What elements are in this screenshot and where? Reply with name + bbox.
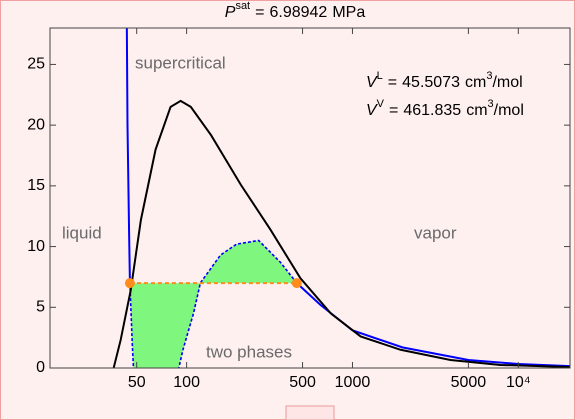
curve	[112, 99, 570, 368]
two-phase-area	[129, 240, 297, 368]
label-part: V	[377, 98, 385, 110]
label-part: 3	[488, 98, 494, 110]
label-part: MPa	[332, 4, 365, 21]
label-part: 3	[486, 70, 492, 82]
overlay: 0 5 10 15 20 25 50 100 500 1000 5000 10⁴ supercritic…	[27, 0, 571, 391]
label-part: V	[366, 102, 378, 119]
annotation: VV = 461.835 cm3/mol	[366, 98, 524, 119]
label-part: cm	[466, 102, 487, 119]
label-part: 461.835	[403, 102, 461, 119]
saturation-point	[124, 278, 135, 289]
label-part: L	[377, 70, 383, 82]
y-tick-label: 20	[27, 116, 45, 133]
y-tick-label: 10	[27, 238, 45, 255]
region-label: two phases	[206, 342, 292, 361]
label-part: /mol	[494, 102, 524, 119]
region-label: vapor	[414, 223, 457, 242]
label-part: cm	[465, 74, 486, 91]
plot-area	[112, 28, 570, 368]
y-tick-label: 25	[27, 56, 45, 73]
x-tick-label: 100	[173, 374, 200, 391]
label-part: sat	[235, 0, 250, 12]
label-part: V	[366, 74, 378, 91]
label-part: =	[255, 4, 264, 21]
y-tick-label: 0	[36, 359, 45, 376]
x-tick-label: 5000	[451, 374, 487, 391]
label-part: /mol	[492, 74, 522, 91]
saturation-point	[291, 278, 302, 289]
x-tick-label: 500	[289, 374, 316, 391]
x-tick-label: 50	[128, 374, 146, 391]
frame	[49, 27, 571, 369]
label-part: P	[225, 4, 236, 21]
annotation: VL = 45.5073 cm3/mol	[366, 70, 523, 91]
label-part: =	[388, 74, 397, 91]
region-label: supercritical	[135, 53, 226, 72]
x-tick-label: 1000	[335, 374, 371, 391]
region-label: liquid	[62, 223, 102, 242]
label-part: 45.5073	[402, 74, 460, 91]
label-part: =	[389, 102, 398, 119]
control-tab[interactable]	[285, 405, 335, 420]
label-part: 6.98942	[269, 4, 327, 21]
x-tick-label: 10⁴	[506, 374, 531, 391]
y-tick-label: 5	[36, 299, 45, 316]
isotherm-unstable	[129, 239, 298, 368]
chart-title: Psat = 6.98942 MPa	[225, 0, 366, 21]
isotherm	[125, 28, 131, 284]
y-tick-label: 15	[27, 177, 45, 194]
